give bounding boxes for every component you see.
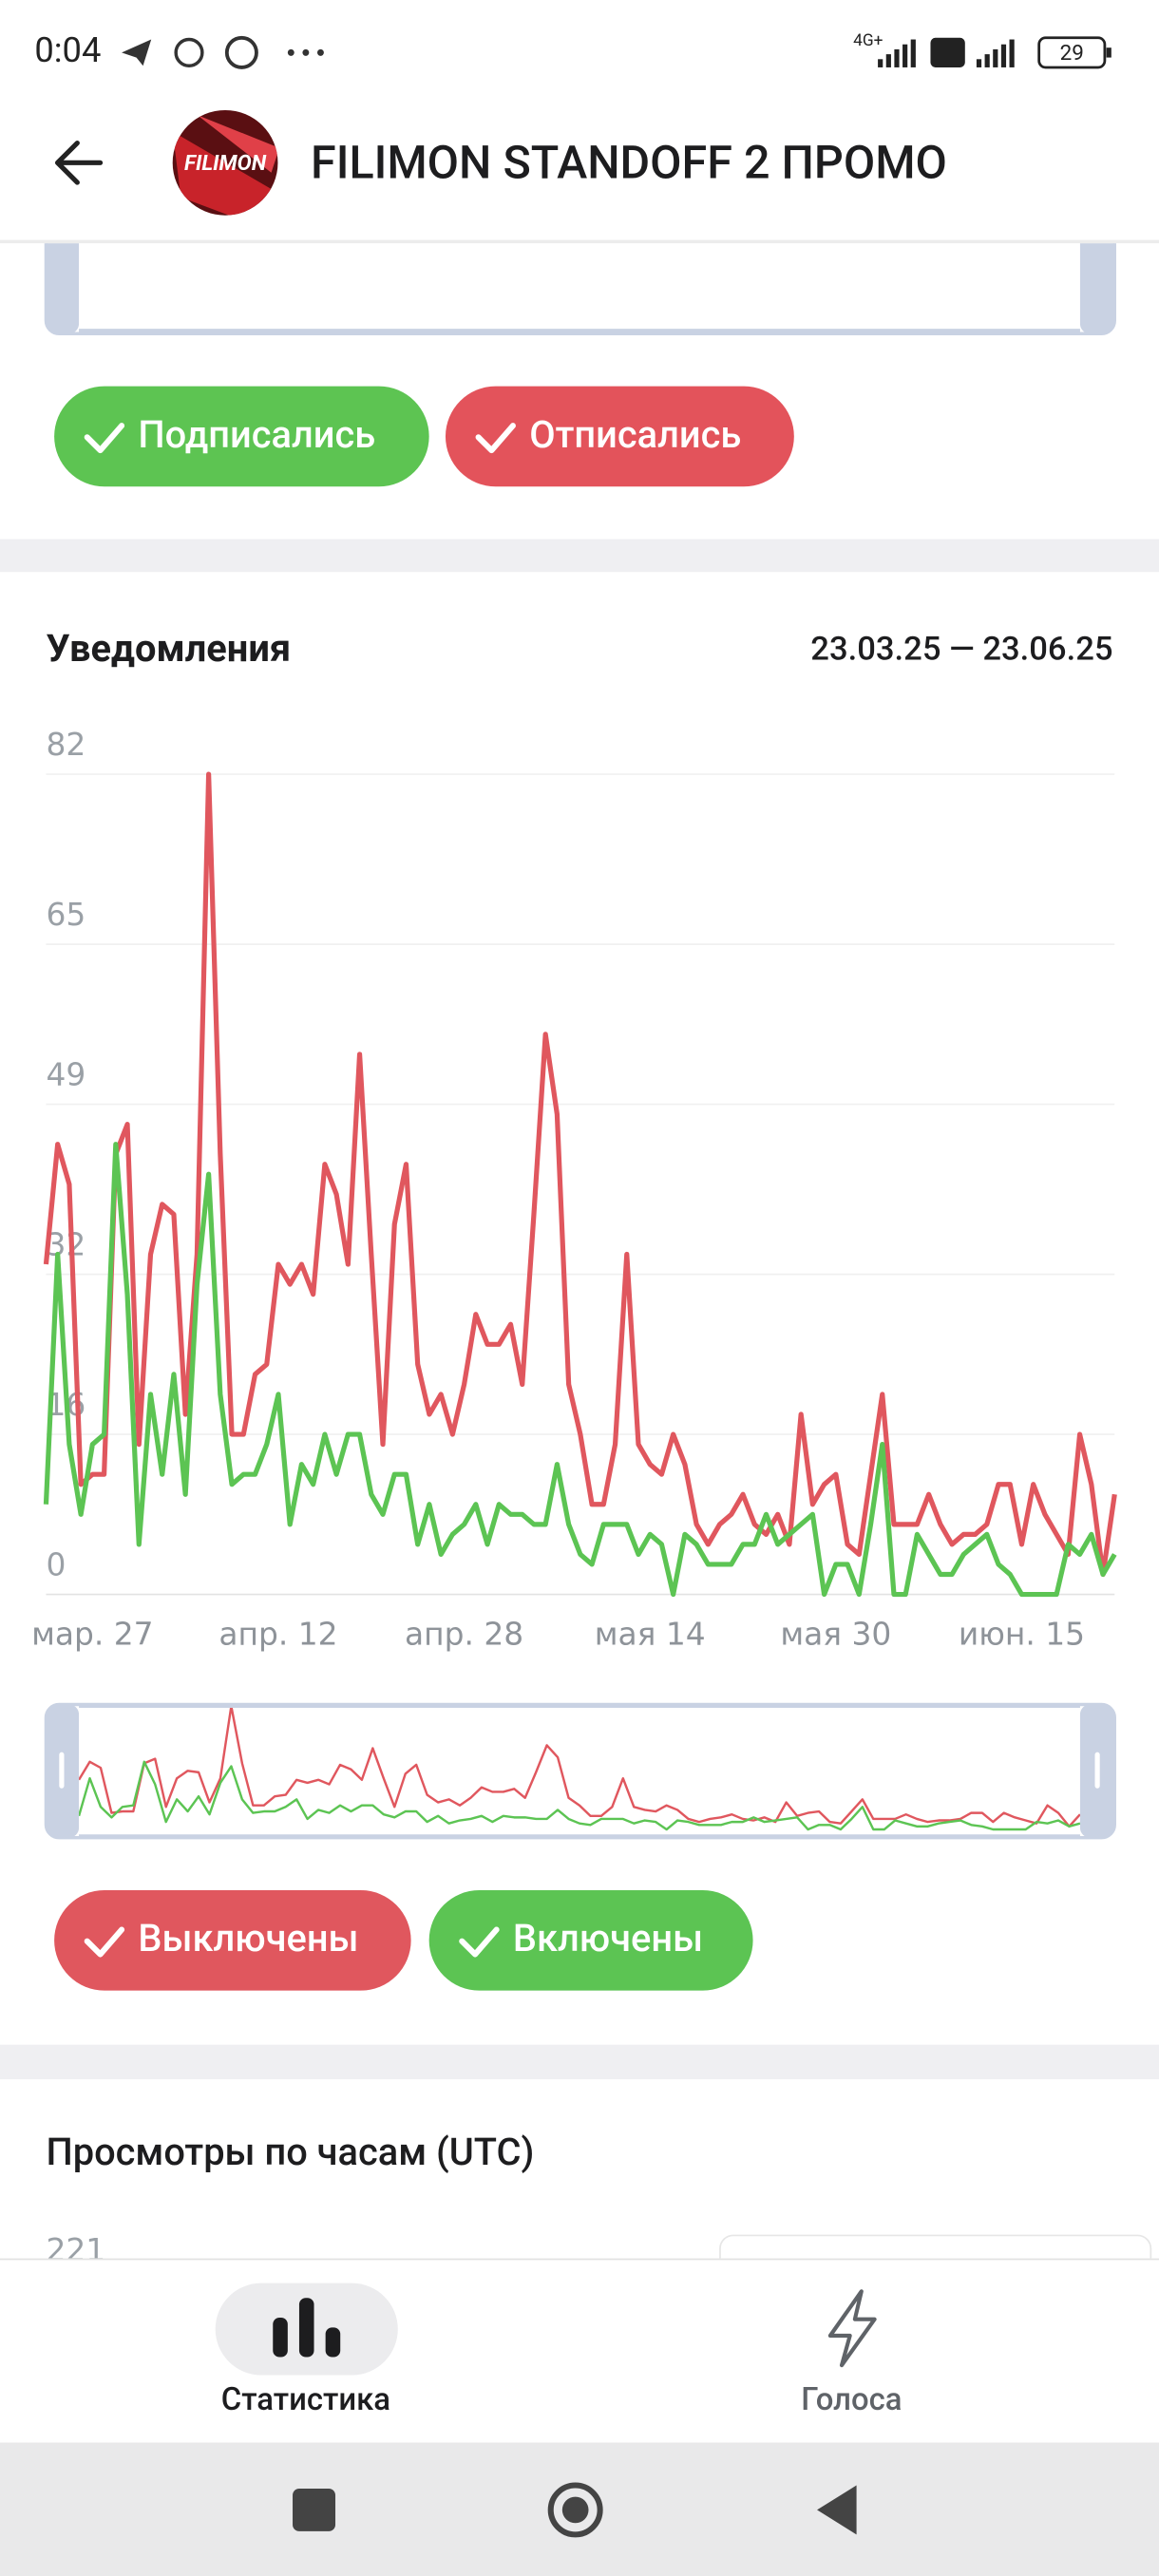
x-tick-label: мая 14 bbox=[595, 1615, 706, 1652]
channel-title: FILIMON STANDOFF 2 ПРОМО bbox=[311, 136, 947, 190]
legend-button[interactable] bbox=[54, 1890, 411, 1991]
dot bbox=[316, 48, 324, 56]
navigator-handle[interactable] bbox=[46, 198, 80, 334]
check-icon bbox=[84, 1926, 125, 1958]
section-separator bbox=[0, 2044, 1159, 2080]
section-title: Просмотры по часам (UTC) bbox=[46, 2130, 534, 2174]
section-separator bbox=[0, 539, 1159, 573]
dot bbox=[302, 48, 310, 56]
nav-label[interactable]: Статистика bbox=[221, 2382, 390, 2418]
tooltip bbox=[719, 2234, 1152, 2259]
legend-label: Подписались bbox=[138, 412, 375, 457]
date-range: 23.03.25 — 23.06.25 bbox=[810, 630, 1112, 668]
home-button[interactable] bbox=[547, 2482, 603, 2538]
back-button[interactable] bbox=[54, 140, 104, 185]
legend-label: Включены bbox=[513, 1916, 703, 1960]
handle-grip bbox=[1094, 1752, 1100, 1789]
channel-avatar[interactable]: FILIMON bbox=[164, 102, 286, 223]
x-tick-label: мар. 27 bbox=[31, 1615, 154, 1652]
network-label: 4G+ bbox=[853, 31, 884, 50]
pinterest-icon bbox=[224, 35, 258, 69]
nav-label[interactable]: Голоса bbox=[801, 2382, 902, 2418]
followers-legend: Подписались Отписались bbox=[54, 386, 794, 487]
battery-icon bbox=[1037, 36, 1107, 69]
check-icon bbox=[84, 423, 125, 454]
dot bbox=[287, 48, 294, 56]
stats-icon bbox=[273, 2298, 341, 2358]
signal-icon bbox=[976, 39, 1015, 67]
boost-icon[interactable] bbox=[827, 2289, 877, 2368]
volte-icon bbox=[930, 37, 965, 67]
y-tick-label: 65 bbox=[46, 896, 86, 933]
legend-label: Отписались bbox=[529, 412, 741, 457]
navigator-handle[interactable] bbox=[1079, 198, 1115, 334]
battery-tip bbox=[1106, 47, 1112, 58]
navigator bbox=[44, 1702, 1117, 1840]
back-nav-button[interactable] bbox=[817, 2485, 857, 2535]
chart-legend: Выключены Включены bbox=[54, 1890, 753, 1991]
series-line bbox=[43, 771, 1117, 1578]
bottom-nav: Статистика Голоса bbox=[0, 2258, 1159, 2443]
legend-button[interactable] bbox=[54, 386, 429, 487]
title-fade bbox=[945, 115, 1159, 214]
system-nav bbox=[0, 2442, 1159, 2576]
y-tick-label: 0 bbox=[46, 1546, 66, 1583]
navigator-line bbox=[78, 1705, 1081, 1828]
x-tick-label: апр. 28 bbox=[405, 1615, 523, 1652]
navigator-line bbox=[77, 1760, 1081, 1831]
app-icon bbox=[174, 37, 204, 67]
legend-button[interactable] bbox=[445, 386, 794, 487]
y-tick-label: 32 bbox=[46, 1226, 86, 1263]
x-tick-label: июн. 15 bbox=[959, 1615, 1085, 1652]
telegram-icon bbox=[122, 39, 152, 66]
header-shadow bbox=[0, 239, 1159, 244]
recents-button[interactable] bbox=[293, 2488, 336, 2531]
x-tick-label: мая 30 bbox=[780, 1615, 891, 1652]
check-icon bbox=[459, 1926, 500, 1958]
series-line bbox=[43, 1142, 1117, 1598]
y-tick-label: 221 bbox=[46, 2231, 105, 2268]
signal-icon bbox=[878, 39, 916, 67]
x-tick-label: апр. 12 bbox=[218, 1615, 337, 1652]
status-bar: 0:04 4G+ 29 bbox=[34, 29, 1112, 70]
status-time: 0:04 bbox=[34, 29, 101, 70]
battery-level: 29 bbox=[1060, 41, 1084, 66]
handle-grip bbox=[59, 1752, 65, 1789]
avatar-text: FILIMON bbox=[184, 151, 267, 176]
y-tick-label: 49 bbox=[46, 1056, 86, 1093]
check-icon bbox=[475, 423, 516, 454]
hourly-chart: 221 bbox=[46, 2231, 1152, 2268]
y-tick-label: 82 bbox=[46, 726, 86, 763]
legend-label: Выключены bbox=[138, 1916, 358, 1960]
legend-button[interactable] bbox=[428, 1890, 753, 1991]
header: FILIMON FILIMON STANDOFF 2 ПРОМО bbox=[0, 102, 1159, 244]
section-title: Уведомления bbox=[46, 626, 291, 671]
nav-background bbox=[0, 2258, 1159, 2443]
followers-navigator bbox=[44, 198, 1117, 336]
home-button-dot bbox=[561, 2496, 589, 2524]
